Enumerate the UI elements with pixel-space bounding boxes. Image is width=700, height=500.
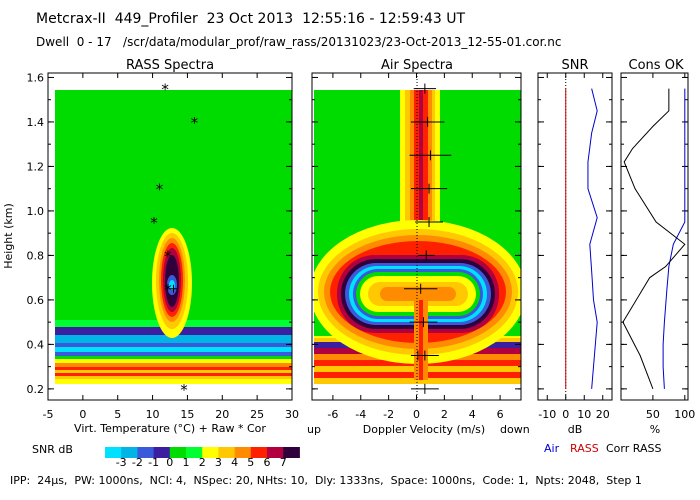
colorbar-swatch [137,447,155,458]
colorbar-tick-label: 2 [199,456,206,469]
y-tick-label: 0.4 [27,338,45,351]
x-tick-label: -4 [355,408,366,421]
air-xlabel-up: up [307,423,321,436]
x-tick-label: 15 [180,408,194,421]
x-tick-label: -6 [327,408,338,421]
colorbar-tick-label: 3 [215,456,222,469]
x-tick-label: -2 [383,408,394,421]
colorbar-swatch [105,447,122,458]
cor-point: * [164,247,172,265]
x-tick-label: 4 [469,408,476,421]
x-tick-label: 0 [562,408,569,421]
colorbar-swatch [267,447,284,458]
colorbar-tick-label: 5 [247,456,254,469]
colorbar-tick-label: 4 [231,456,238,469]
consok-xlabel: % [650,423,660,436]
x-tick-label: 5 [114,408,121,421]
y-tick-label: 0.6 [27,294,45,307]
colorbar-swatch [218,447,236,458]
air-xlabel-down: down [500,423,530,436]
x-tick-label: 25 [250,408,264,421]
consok-title: Cons OK [629,58,684,73]
colorbar-swatch [186,447,203,458]
cor-point: * [156,181,164,199]
colorbar-swatch [234,447,252,458]
x-tick-label: -10 [538,408,556,421]
rass-markers: * * * * * * * [150,81,198,399]
colorbar-swatch [169,447,187,458]
x-tick-label: 20 [596,408,610,421]
x-tick-label: 50 [646,408,660,421]
colorbar-swatch [153,447,171,458]
x-tick-label: 10 [146,408,160,421]
y-tick-label: 1.4 [27,116,45,129]
snr-title: SNR [561,58,588,73]
legend-air: Air [544,442,560,455]
rass-heatmap [55,90,292,384]
colorbar-tick-label: -1 [148,456,159,469]
consok-series [622,88,686,390]
cor-point: * [161,81,169,99]
legend-corr-rass: Corr RASS [606,442,661,455]
snr-xlabel: dB [568,423,583,436]
y-tick-label: 0.8 [27,249,45,262]
snr-series [565,88,598,389]
figure-title: Metcrax-II 449_Profiler 23 Oct 2013 12:5… [36,11,466,27]
colorbar-tick-label: -2 [132,456,143,469]
x-tick-label: 6 [497,408,504,421]
air-heatmap [314,90,521,384]
air-panel: Air Spectra [307,58,530,436]
colorbar-tick-label: 6 [264,456,271,469]
air-velocity-markers [403,83,452,394]
air-axes: -6 -4 -2 0 2 4 6 [312,73,521,421]
colorbar-swatch [250,447,268,458]
rass-frame [47,72,293,401]
x-tick-label: 2 [441,408,448,421]
cor-point: * [180,381,188,399]
colorbar-tick-label: 1 [183,456,190,469]
consok-frame [620,72,689,401]
snr-series-air [587,88,598,389]
cor-point: * [191,114,199,132]
cor-point: * [150,214,158,232]
colorbar-swatches: -3 -2 -1 0 1 2 3 4 5 6 7 [105,447,300,469]
consok-series-rass [622,88,686,390]
colorbar-tick-label: 0 [166,456,173,469]
colorbar-label: SNR dB [32,443,73,456]
x-tick-label: -5 [43,408,54,421]
snr-frame [537,72,613,401]
x-tick-label: 0 [413,408,420,421]
legend-rass: RASS [570,442,599,455]
rass-title: RASS Spectra [126,58,214,73]
y-tick-label: 0.2 [27,383,45,396]
consok-panel: Cons OK 50 100 % [620,58,695,436]
colorbar-tick-label: 7 [280,456,287,469]
height-axis-label: Height (km) [2,203,15,269]
rass-panel: RASS Spectra -5 0 5 10 1 [2,58,299,435]
air-title: Air Spectra [381,58,453,73]
colorbar-swatch [202,447,219,458]
colorbar-tick-label: -3 [116,456,127,469]
x-tick-label: 20 [215,408,229,421]
x-tick-label: 0 [79,408,86,421]
consok-series-air [662,88,686,389]
rass-xlabel: Virt. Temperature (°C) + Raw * Cor [74,422,266,435]
consok-axes: 50 100 [621,73,695,421]
snr-panel: SNR -10 0 10 20 dB Air RASS Corr RASS [537,58,661,455]
colorbar-swatch [121,447,138,458]
footer-parameters: IPP: 24μs, PW: 1000ns, NCI: 4, NSpec: 20… [10,474,642,487]
y-tick-label: 1.6 [27,71,45,84]
x-tick-label: 100 [674,408,695,421]
cor-point: * [164,281,172,299]
snr-colorbar: SNR dB -3 -2 -1 0 1 2 3 4 5 6 7 [32,443,300,469]
colorbar-swatch [283,447,300,458]
figure-subtitle: Dwell 0 - 17 /scr/data/modular_prof/raw_… [36,35,562,49]
y-tick-label: 1.0 [27,205,45,218]
y-tick-label: 1.2 [27,160,45,173]
rass-axes: -5 0 5 10 15 20 25 30 0.2 0.4 0.6 0.8 1.0 1.2 1.4 1.6 [27,71,300,421]
air-xlabel: Doppler Velocity (m/s) [363,423,485,436]
x-tick-label: 30 [285,408,299,421]
x-tick-label: 10 [577,408,591,421]
